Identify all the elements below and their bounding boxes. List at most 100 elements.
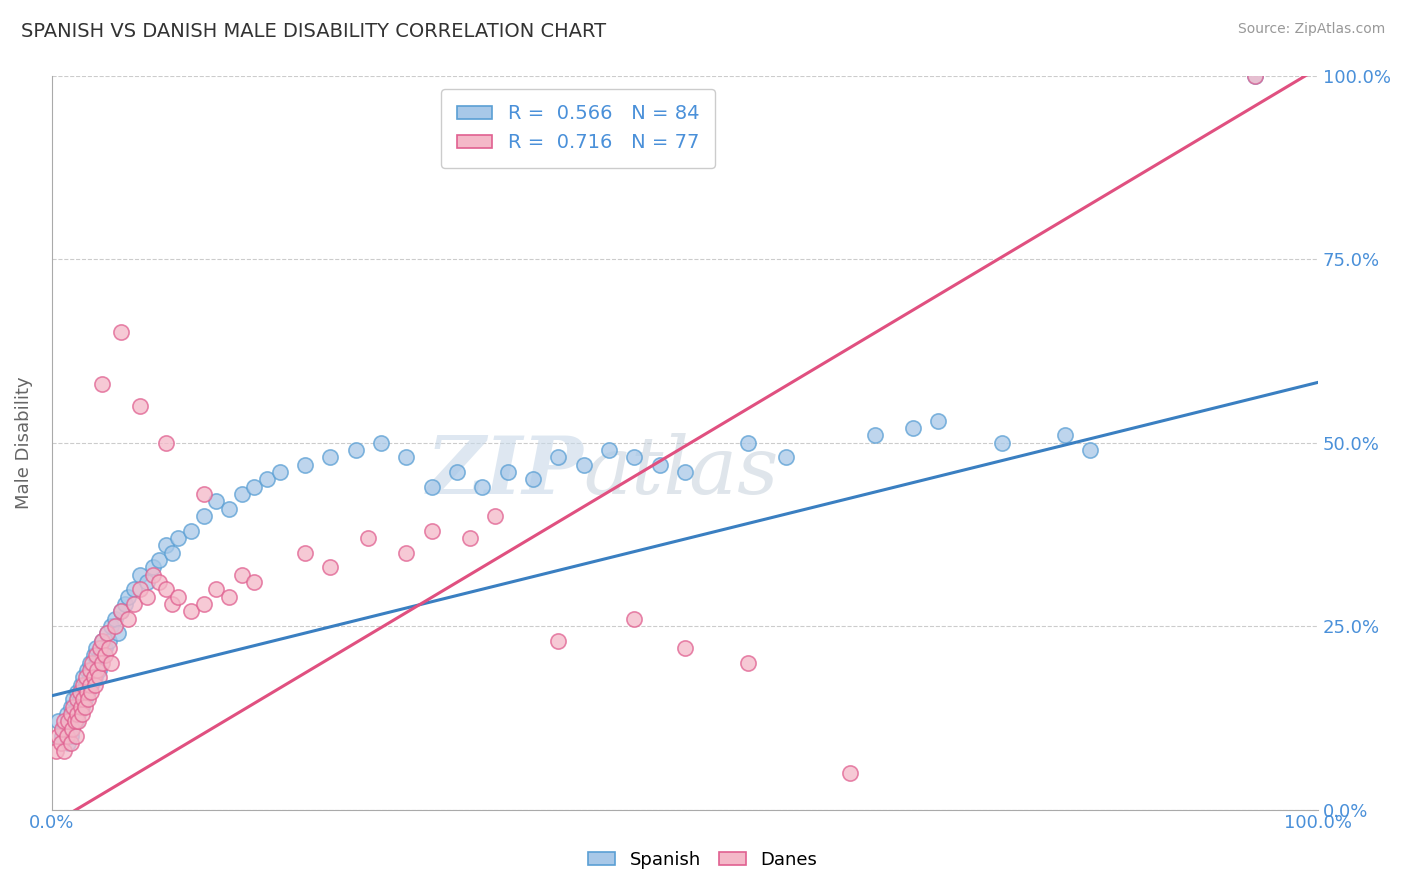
Point [547,450,569,465]
Point [51,729,73,743]
Point [673,465,696,479]
Point [66,699,89,714]
Point [86,656,108,670]
Point [1243,69,1265,83]
Point [446,465,468,479]
Point [357,531,380,545]
Point [180,604,202,618]
Legend: Spanish, Danes: Spanish, Danes [581,844,825,876]
Point [59,736,82,750]
Point [180,524,202,538]
Point [395,546,418,560]
Point [155,435,177,450]
Point [73,699,96,714]
Point [89,641,111,656]
Point [65,714,87,729]
Point [72,685,94,699]
Point [83,648,105,663]
Point [319,450,342,465]
Text: ZIP: ZIP [427,434,583,510]
Point [160,597,183,611]
Point [82,656,104,670]
Point [458,531,481,545]
Point [193,487,215,501]
Point [623,612,645,626]
Point [96,626,118,640]
Point [79,670,101,684]
Point [59,714,82,729]
Point [193,597,215,611]
Point [737,656,759,670]
Point [56,729,79,743]
Point [75,678,97,692]
Point [70,678,93,692]
Point [72,678,94,692]
Point [838,765,860,780]
Point [522,472,544,486]
Point [70,707,93,722]
Point [53,714,76,729]
Point [148,553,170,567]
Point [1078,442,1101,457]
Point [496,465,519,479]
Point [82,663,104,677]
Point [77,692,100,706]
Point [205,494,228,508]
Point [65,729,87,743]
Point [46,714,69,729]
Point [294,546,316,560]
Text: atlas: atlas [583,434,779,510]
Point [344,442,367,457]
Point [598,442,620,457]
Point [62,692,84,706]
Point [167,531,190,545]
Point [110,604,132,618]
Point [53,722,76,736]
Point [420,479,443,493]
Point [66,707,89,722]
Point [104,612,127,626]
Point [89,648,111,663]
Point [135,574,157,589]
Point [420,524,443,538]
Point [56,707,79,722]
Point [122,582,145,597]
Point [1053,428,1076,442]
Point [76,685,98,699]
Point [927,413,949,427]
Point [100,619,122,633]
Point [673,641,696,656]
Point [91,633,114,648]
Point [167,590,190,604]
Point [160,546,183,560]
Point [97,641,120,656]
Point [129,399,152,413]
Point [775,450,797,465]
Y-axis label: Male Disability: Male Disability [15,376,32,508]
Point [80,685,103,699]
Point [737,435,759,450]
Point [148,574,170,589]
Point [79,663,101,677]
Point [46,729,69,743]
Point [77,685,100,699]
Point [86,663,108,677]
Point [79,678,101,692]
Point [84,648,107,663]
Point [63,714,86,729]
Point [114,597,136,611]
Point [97,633,120,648]
Point [59,707,82,722]
Point [94,641,117,656]
Point [623,450,645,465]
Point [87,663,110,677]
Point [75,670,97,684]
Point [863,428,886,442]
Point [84,641,107,656]
Point [76,663,98,677]
Point [79,656,101,670]
Point [53,744,76,758]
Point [294,458,316,472]
Point [59,729,82,743]
Point [60,722,83,736]
